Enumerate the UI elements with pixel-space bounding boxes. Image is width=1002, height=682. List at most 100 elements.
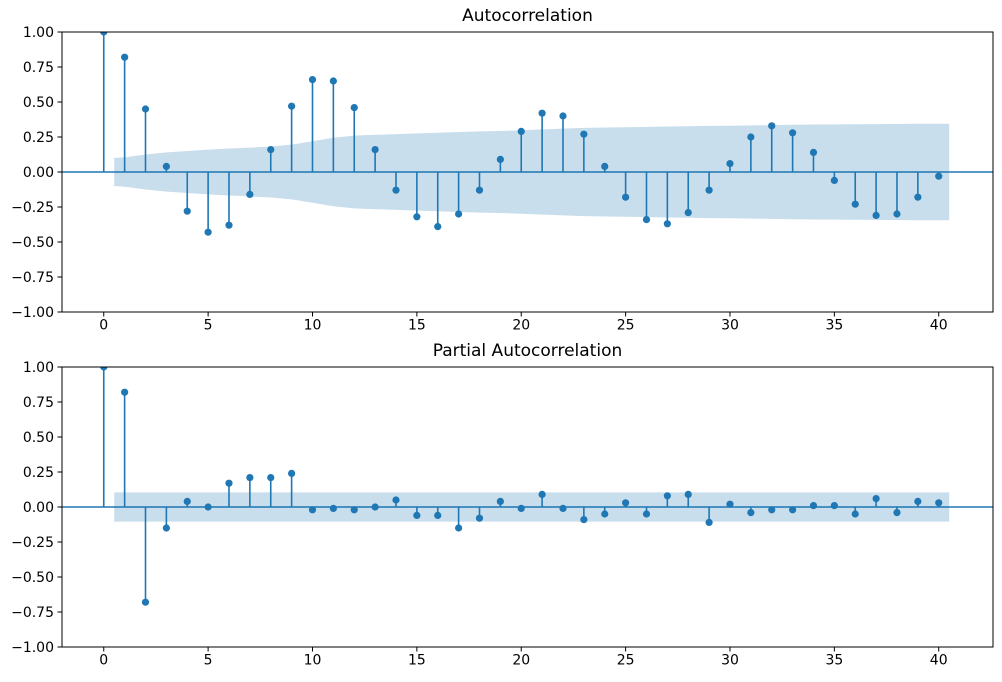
marker-lag-16 [434,223,442,231]
marker-lag-31 [747,508,755,517]
y-tick-label: 1.00 [23,25,54,41]
marker-lag-28 [684,490,692,498]
marker-lag-11 [329,504,337,512]
marker-lag-3 [162,524,170,532]
y-tick-label: −1.00 [11,640,54,656]
marker-lag-5 [204,503,212,511]
x-tick-label: 25 [617,318,635,334]
marker-lag-9 [288,469,296,477]
marker-lag-35 [830,502,838,510]
marker-lag-25 [622,193,630,201]
x-tick-label: 0 [99,318,108,334]
x-tick-label: 10 [304,318,322,334]
marker-lag-1 [121,53,129,61]
marker-lag-36 [851,510,859,518]
marker-lag-16 [434,511,442,519]
y-tick-label: 0.50 [23,95,54,111]
marker-lag-20 [517,127,525,135]
marker-lag-36 [851,200,859,208]
marker-lag-15 [413,213,421,221]
marker-lag-26 [642,216,651,224]
marker-lag-22 [559,112,567,120]
y-tick-label: 1.00 [23,360,54,376]
marker-lag-22 [559,504,567,512]
marker-lag-8 [267,146,275,154]
marker-lag-38 [893,508,901,517]
plot-area-0 [62,32,993,236]
marker-lag-38 [893,210,901,218]
marker-lag-18 [475,514,484,522]
y-tick-label: −1.00 [11,305,54,321]
y-tick-label: −0.25 [11,200,54,216]
x-tick-label: 15 [408,653,426,669]
x-tick-label: 35 [825,318,843,334]
marker-lag-14 [392,496,400,504]
x-tick-label: 5 [204,653,213,669]
x-tick-label: 25 [617,653,635,669]
x-tick-label: 15 [408,318,426,334]
marker-lag-4 [183,207,191,215]
marker-lag-19 [496,155,504,163]
x-tick-label: 40 [930,653,948,669]
marker-lag-21 [538,490,546,498]
x-tick-label: 30 [721,653,739,669]
y-tick-label: 0.00 [23,165,54,181]
marker-lag-33 [789,129,797,137]
marker-lag-13 [371,503,379,511]
marker-lag-39 [914,193,922,201]
x-tick-label: 5 [204,318,213,334]
y-tick-label: −0.75 [11,270,54,286]
marker-lag-18 [475,186,484,194]
marker-lag-21 [538,109,546,117]
marker-lag-32 [768,122,776,130]
marker-lag-10 [308,76,317,84]
x-tick-label: 20 [512,318,530,334]
marker-lag-23 [580,130,588,138]
marker-lag-19 [496,497,504,505]
x-tick-label: 35 [825,653,843,669]
axes-0: 0 5 10 15 20 25 30 35 40 1.00 0.75 0.50 0.25 0.00 −0.2… [11,25,994,334]
marker-lag-7 [246,190,254,198]
x-tick-label: 10 [304,653,322,669]
marker-lag-23 [580,516,588,524]
marker-lag-30 [726,160,734,168]
marker-lag-39 [914,497,922,505]
marker-lag-4 [183,497,191,505]
y-tick-label: −0.75 [11,605,54,621]
marker-lag-0 [100,367,108,371]
marker-lag-26 [642,510,651,518]
marker-lag-5 [204,228,212,236]
marker-lag-15 [413,511,421,519]
marker-lag-32 [768,506,776,514]
marker-lag-27 [663,492,671,500]
y-tick-label: 0.25 [23,465,54,481]
marker-lag-9 [288,102,296,110]
y-tick-label: 0.25 [23,130,54,146]
marker-lag-40 [935,172,943,180]
marker-lag-6 [225,221,233,229]
y-tick-label: 0.75 [23,60,54,76]
marker-lag-12 [350,104,358,112]
marker-lag-8 [267,474,275,482]
marker-lag-7 [246,474,254,482]
marker-lag-2 [141,598,150,606]
marker-lag-17 [455,210,463,218]
y-tick-label: −0.50 [11,570,54,586]
marker-lag-11 [329,77,337,85]
marker-lag-34 [809,502,818,510]
marker-lag-14 [392,186,400,194]
x-tick-label: 20 [512,653,530,669]
marker-lag-24 [601,510,609,518]
marker-lag-31 [747,133,755,141]
marker-lag-37 [872,211,880,219]
marker-lag-34 [809,148,818,156]
marker-lag-30 [726,500,734,508]
marker-lag-2 [141,105,150,113]
marker-lag-24 [601,162,609,170]
marker-lag-37 [872,495,880,503]
marker-lag-40 [935,499,943,507]
y-tick-label: −0.25 [11,535,54,551]
marker-lag-12 [350,506,358,514]
